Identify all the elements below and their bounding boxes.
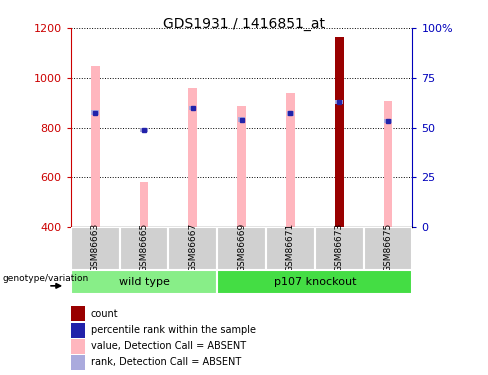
Bar xyxy=(140,182,148,227)
Bar xyxy=(286,111,294,116)
Bar xyxy=(120,227,168,270)
Bar xyxy=(217,227,266,270)
Bar xyxy=(315,227,364,270)
Text: genotype/variation: genotype/variation xyxy=(2,274,88,283)
Text: GSM86671: GSM86671 xyxy=(286,223,295,272)
Bar xyxy=(71,227,120,270)
Text: count: count xyxy=(91,309,119,319)
Bar xyxy=(364,227,412,270)
Text: GSM86663: GSM86663 xyxy=(91,223,100,272)
Text: value, Detection Call = ABSENT: value, Detection Call = ABSENT xyxy=(91,341,246,351)
Bar xyxy=(238,117,245,122)
Bar xyxy=(71,322,85,338)
Text: p107 knockout: p107 knockout xyxy=(273,277,356,287)
Bar xyxy=(237,106,246,227)
Bar xyxy=(189,106,197,110)
Bar xyxy=(71,270,217,294)
Text: GDS1931 / 1416851_at: GDS1931 / 1416851_at xyxy=(163,17,325,31)
Bar xyxy=(384,100,392,227)
Text: wild type: wild type xyxy=(119,277,169,287)
Text: GSM86667: GSM86667 xyxy=(188,223,197,272)
Text: percentile rank within the sample: percentile rank within the sample xyxy=(91,325,256,335)
Bar xyxy=(91,66,100,227)
Bar xyxy=(188,88,197,227)
Bar xyxy=(384,119,392,123)
Text: rank, Detection Call = ABSENT: rank, Detection Call = ABSENT xyxy=(91,357,241,368)
Bar xyxy=(266,227,315,270)
Text: GSM86669: GSM86669 xyxy=(237,223,246,272)
Bar xyxy=(286,93,295,227)
Bar xyxy=(217,270,412,294)
Bar xyxy=(91,110,99,115)
Bar xyxy=(71,306,85,321)
Bar xyxy=(71,355,85,370)
Bar xyxy=(335,37,344,227)
Bar xyxy=(335,100,343,104)
Text: GSM86673: GSM86673 xyxy=(335,223,344,272)
Text: GSM86665: GSM86665 xyxy=(140,223,148,272)
Bar xyxy=(71,339,85,354)
Bar xyxy=(140,128,148,132)
Text: GSM86675: GSM86675 xyxy=(384,223,392,272)
Bar xyxy=(168,227,217,270)
